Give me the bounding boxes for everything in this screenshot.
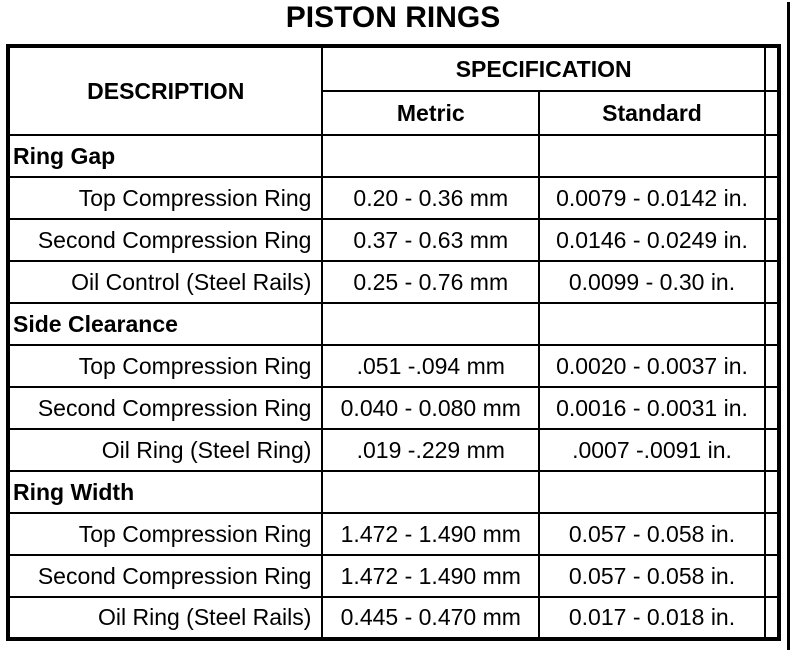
spacer-header-cell (763, 90, 781, 136)
piston-rings-spec-table: DESCRIPTION SPECIFICATION Metric Standar… (6, 44, 781, 641)
description-cell: Ring Gap (6, 134, 324, 178)
description-cell: Second Compression Ring (6, 554, 324, 598)
spacer-cell (763, 554, 781, 598)
section-row: Ring Width (6, 470, 781, 514)
standard-value-cell: 0.0016 - 0.0031 in. (538, 386, 766, 430)
section-row: Ring Gap (6, 134, 781, 178)
description-cell: Top Compression Ring (6, 344, 324, 388)
description-cell: Side Clearance (6, 302, 324, 346)
standard-value-cell: 0.0099 - 0.30 in. (538, 260, 766, 304)
spacer-header-cell (763, 45, 781, 92)
column-header-metric: Metric (321, 90, 541, 136)
standard-value-cell (538, 470, 766, 514)
description-cell: Top Compression Ring (6, 512, 324, 556)
description-cell: Oil Ring (Steel Ring) (6, 428, 324, 472)
column-header-standard: Standard (538, 90, 766, 136)
metric-value-cell: 0.25 - 0.76 mm (321, 260, 541, 304)
spacer-cell (763, 386, 781, 430)
metric-value-cell: 0.20 - 0.36 mm (321, 176, 541, 220)
metric-value-cell: .019 -.229 mm (321, 428, 541, 472)
spacer-cell (763, 218, 781, 262)
table-row: Second Compression Ring 0.37 - 0.63 mm 0… (6, 218, 781, 262)
description-cell: Oil Control (Steel Rails) (6, 260, 324, 304)
standard-value-cell: 0.0079 - 0.0142 in. (538, 176, 766, 220)
standard-value-cell: 0.0020 - 0.0037 in. (538, 344, 766, 388)
column-header-description: DESCRIPTION (6, 45, 324, 136)
metric-value-cell: 1.472 - 1.490 mm (321, 554, 541, 598)
standard-value-cell (538, 302, 766, 346)
description-cell: Oil Ring (Steel Rails) (6, 596, 324, 640)
metric-value-cell: 0.445 - 0.470 mm (321, 596, 541, 640)
metric-value-cell: 0.37 - 0.63 mm (321, 218, 541, 262)
table-header: DESCRIPTION SPECIFICATION Metric Standar… (6, 45, 781, 136)
spacer-cell (763, 134, 781, 178)
standard-value-cell: 0.0146 - 0.0249 in. (538, 218, 766, 262)
metric-value-cell (321, 470, 541, 514)
spacer-cell (763, 260, 781, 304)
spacer-cell (763, 302, 781, 346)
section-row: Side Clearance (6, 302, 781, 346)
metric-value-cell (321, 302, 541, 346)
standard-value-cell: 0.057 - 0.058 in. (538, 554, 766, 598)
standard-value-cell (538, 134, 766, 178)
metric-value-cell: .051 -.094 mm (321, 344, 541, 388)
table-row: Top Compression Ring .051 -.094 mm 0.002… (6, 344, 781, 388)
table-row: Top Compression Ring 0.20 - 0.36 mm 0.00… (6, 176, 781, 220)
metric-value-cell (321, 134, 541, 178)
table-row: Oil Ring (Steel Ring) .019 -.229 mm .000… (6, 428, 781, 472)
table-row: Oil Ring (Steel Rails) 0.445 - 0.470 mm … (6, 596, 781, 640)
spacer-cell (763, 428, 781, 472)
standard-value-cell: 0.017 - 0.018 in. (538, 596, 766, 640)
spacer-cell (763, 344, 781, 388)
description-cell: Second Compression Ring (6, 386, 324, 430)
table-row: Second Compression Ring 1.472 - 1.490 mm… (6, 554, 781, 598)
spacer-cell (763, 176, 781, 220)
metric-value-cell: 1.472 - 1.490 mm (321, 512, 541, 556)
description-cell: Ring Width (6, 470, 324, 514)
standard-value-cell: .0007 -.0091 in. (538, 428, 766, 472)
table-row: Top Compression Ring 1.472 - 1.490 mm 0.… (6, 512, 781, 556)
spacer-cell (763, 512, 781, 556)
header-row-2: Metric Standard (8, 90, 781, 136)
header-row-1: DESCRIPTION SPECIFICATION (6, 45, 781, 136)
table-row: Oil Control (Steel Rails) 0.25 - 0.76 mm… (6, 260, 781, 304)
page-edge-line (787, 2, 790, 650)
spacer-cell (763, 470, 781, 514)
description-cell: Second Compression Ring (6, 218, 324, 262)
spacer-cell (763, 596, 781, 640)
page-title: PISTON RINGS (285, 1, 501, 34)
standard-value-cell: 0.057 - 0.058 in. (538, 512, 766, 556)
table-row: Second Compression Ring 0.040 - 0.080 mm… (6, 386, 781, 430)
table-body: Ring Gap Top Compression Ring 0.20 - 0.3… (6, 134, 781, 640)
description-cell: Top Compression Ring (6, 176, 324, 220)
column-header-specification: SPECIFICATION (321, 45, 766, 92)
metric-value-cell: 0.040 - 0.080 mm (321, 386, 541, 430)
